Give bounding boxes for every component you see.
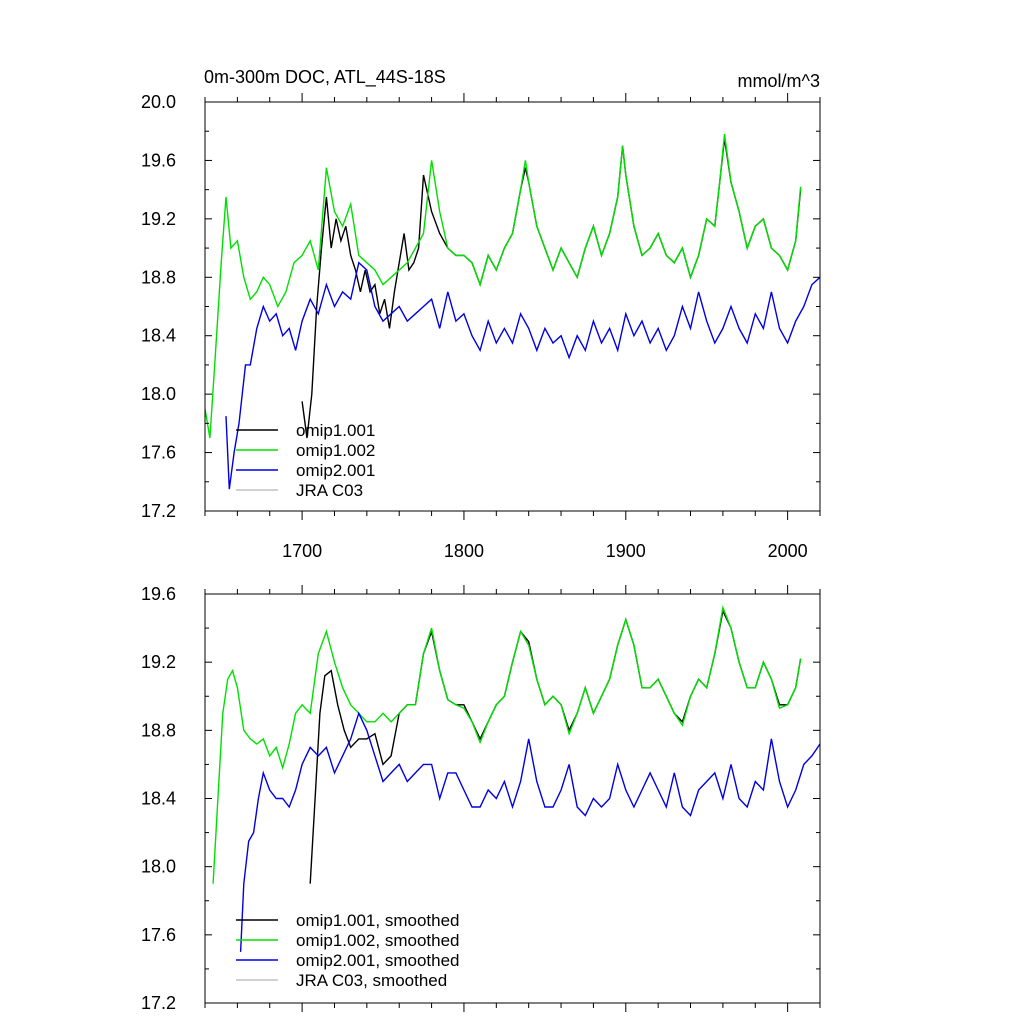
y-tick-label: 17.6 — [141, 925, 176, 945]
plot-frame — [204, 593, 821, 1004]
legend-label: omip2.001, smoothed — [296, 951, 460, 970]
chart-title: 0m-300m DOC, ATL_44S-18S — [204, 67, 446, 88]
legend-label: JRA C03 — [296, 481, 363, 500]
y-tick-label: 19.2 — [141, 209, 176, 229]
series-line-2 — [205, 134, 802, 439]
legend-label: omip1.002 — [296, 441, 375, 460]
series-line-3 — [225, 261, 820, 490]
legend-label: omip1.002, smoothed — [296, 931, 460, 950]
x-tick-label: 1900 — [606, 541, 646, 561]
y-tick-label: 18.4 — [141, 326, 176, 346]
plot-frame — [204, 101, 821, 512]
y-tick-label: 17.2 — [141, 501, 176, 521]
series-layer — [212, 605, 820, 952]
y-tick-label: 20.0 — [141, 92, 176, 112]
legend-label: JRA C03, smoothed — [296, 971, 447, 990]
series-line-3 — [239, 711, 820, 952]
axis-ticks: 17.2 17.6 18.0 18.4 18.8 19.2 19.6 20.0 1700 1800… — [141, 92, 821, 561]
units-label: mmol/m^3 — [738, 71, 820, 91]
series-line-2 — [212, 605, 802, 884]
y-tick-label: 19.2 — [141, 652, 176, 672]
y-tick-label: 19.6 — [141, 150, 176, 170]
y-tick-label: 17.2 — [141, 993, 176, 1013]
bottom-panel: 17.2 17.6 18.0 18.4 18.8 19.2 19.6 omip1.001, … — [141, 584, 821, 1013]
y-tick-label: 18.4 — [141, 789, 176, 809]
y-tick-label: 18.8 — [141, 720, 176, 740]
top-panel: 0m-300m DOC, ATL_44S-18S mmol/m^3 17.217… — [141, 67, 821, 561]
legend-label: omip1.001 — [296, 421, 375, 440]
x-tick-label: 1700 — [282, 541, 322, 561]
x-tick-label: 1800 — [444, 541, 484, 561]
legend-label: omip2.001 — [296, 461, 375, 480]
y-tick-label: 18.8 — [141, 267, 176, 287]
series-layer — [205, 134, 820, 490]
legend-label: omip1.001, smoothed — [296, 911, 460, 930]
series-line-1 — [309, 608, 802, 884]
y-tick-label: 18.0 — [141, 384, 176, 404]
series-line-1 — [301, 138, 802, 439]
x-tick-label: 2000 — [768, 541, 808, 561]
y-tick-label: 19.6 — [141, 584, 176, 604]
axis-ticks: 17.2 17.6 18.0 18.4 18.8 19.2 19.6 — [141, 584, 821, 1013]
y-tick-label: 18.0 — [141, 857, 176, 877]
y-tick-label: 17.6 — [141, 443, 176, 463]
